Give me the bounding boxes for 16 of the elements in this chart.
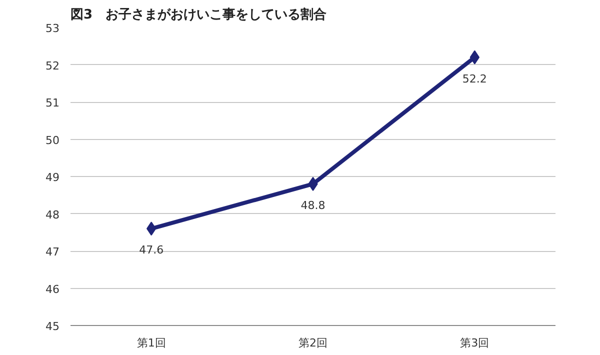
chart-title: 図3 お子さまがおけいこ事をしている割合 [70, 6, 327, 22]
data-label: 47.6 [139, 244, 164, 257]
y-tick-label: 52 [46, 59, 60, 72]
x-tick-label: 第1回 [136, 336, 166, 350]
y-tick-label: 45 [46, 320, 60, 333]
y-tick-label: 47 [46, 246, 60, 258]
data-label: 48.8 [300, 198, 326, 212]
y-tick-label: 50 [46, 134, 60, 147]
y-tick-label: 46 [46, 282, 60, 296]
data-label: 52.2 [462, 72, 487, 86]
x-tick-label: 第3回 [460, 336, 490, 350]
y-tick-label: 48 [46, 208, 60, 222]
y-tick-label: 53 [46, 22, 60, 35]
x-tick-label: 第2回 [298, 336, 328, 350]
y-tick-label: 49 [46, 171, 60, 184]
y-tick-label: 51 [46, 96, 60, 110]
